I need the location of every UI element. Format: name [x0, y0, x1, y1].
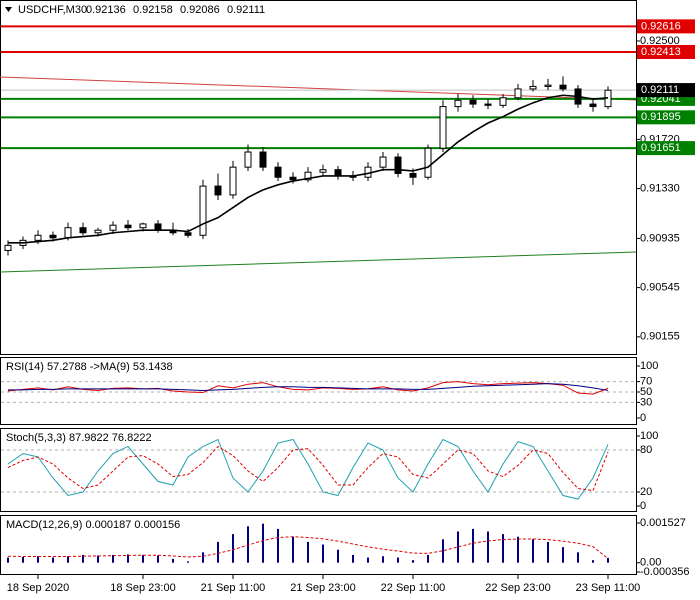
candle-body [94, 229, 102, 234]
level-label: 0.92413 [641, 46, 681, 58]
candle-body [229, 166, 237, 196]
x-tick-label: 21 Sep 11:00 [201, 582, 266, 594]
candle-body [289, 176, 297, 181]
y-tick-label: 0.92500 [640, 35, 680, 47]
ohlc-value: 0.92086 [180, 4, 220, 16]
candle-body [49, 234, 57, 239]
indicator-title: Stoch(5,3,3) 87.9822 76.8222 [6, 432, 152, 444]
y-tick-label: 0 [640, 412, 646, 424]
candle-body [199, 185, 207, 236]
x-tick-label: 22 Sep 23:00 [485, 582, 550, 594]
y-tick-label: 0.90545 [640, 282, 680, 294]
candle-body [544, 84, 552, 87]
current-price-box [637, 83, 695, 98]
ohlc-value: 0.92136 [86, 4, 126, 16]
candle-body [484, 103, 492, 106]
y-tick-label: 30 [640, 396, 652, 408]
level-label: 0.91895 [641, 111, 681, 123]
candle-body [274, 166, 282, 178]
candle-body [589, 103, 597, 108]
stoch-frame [0, 428, 637, 512]
candle-body [4, 244, 12, 251]
x-tick-label: 18 Sep 23:00 [110, 582, 175, 594]
y-tick-label: 100 [640, 430, 658, 442]
candle-body [64, 227, 72, 239]
candle-body [79, 227, 87, 234]
x-tick-label: 21 Sep 23:00 [290, 582, 355, 594]
trend-line [0, 251, 637, 273]
candle-body [514, 88, 522, 99]
candle-body [334, 169, 342, 177]
candle-body [469, 99, 477, 105]
y-tick-label: 80 [640, 444, 652, 456]
level-label-box [637, 110, 695, 125]
candle-body [109, 224, 117, 231]
series-line [7, 536, 609, 560]
candle-body [214, 185, 222, 196]
candle-body [319, 169, 327, 173]
candle-body [124, 224, 132, 229]
y-tick-label: 0.00 [640, 557, 661, 569]
x-tick-label: 23 Sep 11:00 [576, 582, 641, 594]
indicator-title: MACD(12,26,9) 0.000187 0.000156 [6, 519, 180, 531]
candle-body [244, 151, 252, 168]
y-tick-label: 0 [640, 500, 646, 512]
trend-line [0, 76, 637, 101]
level-label: 0.91651 [641, 142, 681, 154]
y-tick-label: -0.000356 [640, 566, 690, 578]
y-tick-label: 50 [640, 386, 652, 398]
level-label-box [637, 44, 695, 59]
candle-body [154, 223, 162, 231]
current-price-label: 0.92111 [641, 84, 679, 96]
candle-body [499, 97, 507, 106]
candle-body [394, 156, 402, 174]
ohlc-value: 0.92111 [227, 4, 265, 16]
series-line [7, 438, 609, 500]
main-frame [0, 0, 637, 355]
indicator-title: RSI(14) 57.2788 ->MA(9) 53.1438 [6, 361, 173, 373]
x-tick-label: 22 Sep 11:00 [381, 582, 446, 594]
candle-body [559, 84, 567, 90]
level-label: 0.92616 [641, 20, 681, 32]
menu-icon[interactable] [5, 7, 12, 12]
macd-frame [0, 515, 637, 575]
x-tick-label: 18 Sep 2020 [7, 582, 69, 594]
y-tick-label: 0.001527 [640, 517, 686, 529]
candle-body [529, 85, 537, 90]
level-label-box [637, 19, 695, 34]
candle-body [259, 151, 267, 168]
candle-body [184, 232, 192, 236]
symbol: USDCHF,M30 [18, 4, 87, 16]
candle-body [439, 106, 447, 149]
y-tick-label: 0.90935 [640, 232, 680, 244]
candle-body [34, 234, 42, 241]
candle-body [454, 99, 462, 108]
y-tick-label: 20 [640, 486, 652, 498]
candle-body [304, 171, 312, 181]
series-line [7, 445, 609, 492]
candle-body [424, 147, 432, 178]
candle-body [139, 223, 147, 229]
y-tick-label: 0.91330 [640, 183, 680, 195]
candle-body [379, 156, 387, 168]
y-tick-label: 0.90155 [640, 331, 680, 343]
y-tick-label: 100 [640, 360, 658, 372]
ohlc-value: 0.92158 [133, 4, 173, 16]
y-tick-label: 70 [640, 376, 652, 388]
series-line [8, 383, 609, 391]
candle-body [409, 172, 417, 178]
rsi-frame [0, 357, 637, 425]
level-label-box [637, 141, 695, 156]
moving-average [8, 94, 609, 244]
